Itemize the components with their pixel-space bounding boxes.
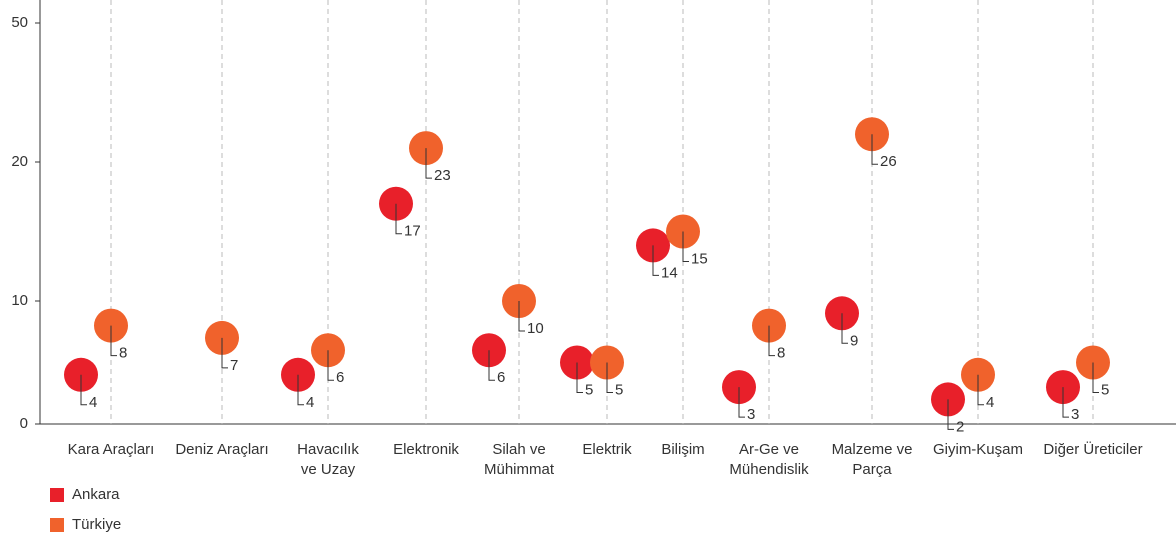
legend-item: Türkiye xyxy=(50,516,121,533)
x-tick-label: Malzeme ve Parça xyxy=(831,441,913,478)
data-label: 23 xyxy=(434,167,451,184)
leader xyxy=(518,301,525,332)
data-label: 4 xyxy=(306,394,314,411)
x-tick-label: Elektronik xyxy=(393,441,459,458)
y-tick-label: 0 xyxy=(20,415,28,432)
data-label: 5 xyxy=(615,381,623,398)
leader xyxy=(297,374,304,406)
x-tick-label: Elektrik xyxy=(582,441,632,458)
data-label: 15 xyxy=(691,250,708,267)
data-label: 6 xyxy=(497,369,505,386)
leader xyxy=(682,231,689,262)
data-label: 4 xyxy=(986,394,994,411)
data-label: 5 xyxy=(585,381,593,398)
leader xyxy=(738,387,745,418)
data-label: 26 xyxy=(880,153,897,170)
leader xyxy=(576,362,583,393)
data-label: 6 xyxy=(336,369,344,386)
data-label: 7 xyxy=(230,357,238,374)
leader xyxy=(606,362,613,393)
leader xyxy=(395,203,402,235)
leader xyxy=(841,313,848,344)
legend-swatch xyxy=(50,487,64,502)
x-tick-label: Havacılık ve Uzay xyxy=(297,441,359,478)
data-label: 3 xyxy=(1071,406,1079,423)
data-label: 14 xyxy=(661,264,678,281)
data-label: 10 xyxy=(527,320,544,337)
leader xyxy=(110,325,117,357)
x-tick-label: Diğer Üreticiler xyxy=(1043,441,1143,458)
data-label: 8 xyxy=(119,345,127,362)
x-tick-label: Kara Araçları xyxy=(67,441,155,458)
y-tick-label: 20 xyxy=(11,153,28,170)
leader xyxy=(327,350,334,381)
x-tick-label: Bilişim xyxy=(661,441,705,458)
leader xyxy=(425,148,432,179)
data-label: 9 xyxy=(850,332,858,349)
leader xyxy=(768,325,775,357)
x-tick-label: Giyim-Kuşam xyxy=(932,441,1023,458)
legend-label: Ankara xyxy=(72,486,120,503)
leader xyxy=(652,245,659,276)
data-label: 2 xyxy=(956,418,964,435)
leader xyxy=(80,374,87,406)
data-label: 4 xyxy=(89,394,97,411)
x-tick-label: Silah ve Mühimmat xyxy=(483,441,554,478)
x-tick-label: Ar-Ge ve Mühendislik xyxy=(729,441,809,478)
y-tick-label: 50 xyxy=(11,14,28,31)
data-label: 3 xyxy=(747,406,755,423)
leader xyxy=(977,374,984,406)
leader xyxy=(871,134,878,165)
leader xyxy=(947,399,954,430)
leader xyxy=(221,337,228,369)
leader xyxy=(1062,387,1069,418)
legend-item: Ankara xyxy=(50,486,120,503)
legend-label: Türkiye xyxy=(72,516,122,533)
data-label: 17 xyxy=(404,223,421,240)
x-tick-label: Deniz Araçları xyxy=(175,441,269,458)
leader xyxy=(1092,362,1099,393)
legend-swatch xyxy=(50,517,64,532)
y-tick-label: 10 xyxy=(11,292,28,309)
data-label: 5 xyxy=(1101,381,1109,398)
data-label: 8 xyxy=(777,345,785,362)
leader xyxy=(488,350,495,381)
